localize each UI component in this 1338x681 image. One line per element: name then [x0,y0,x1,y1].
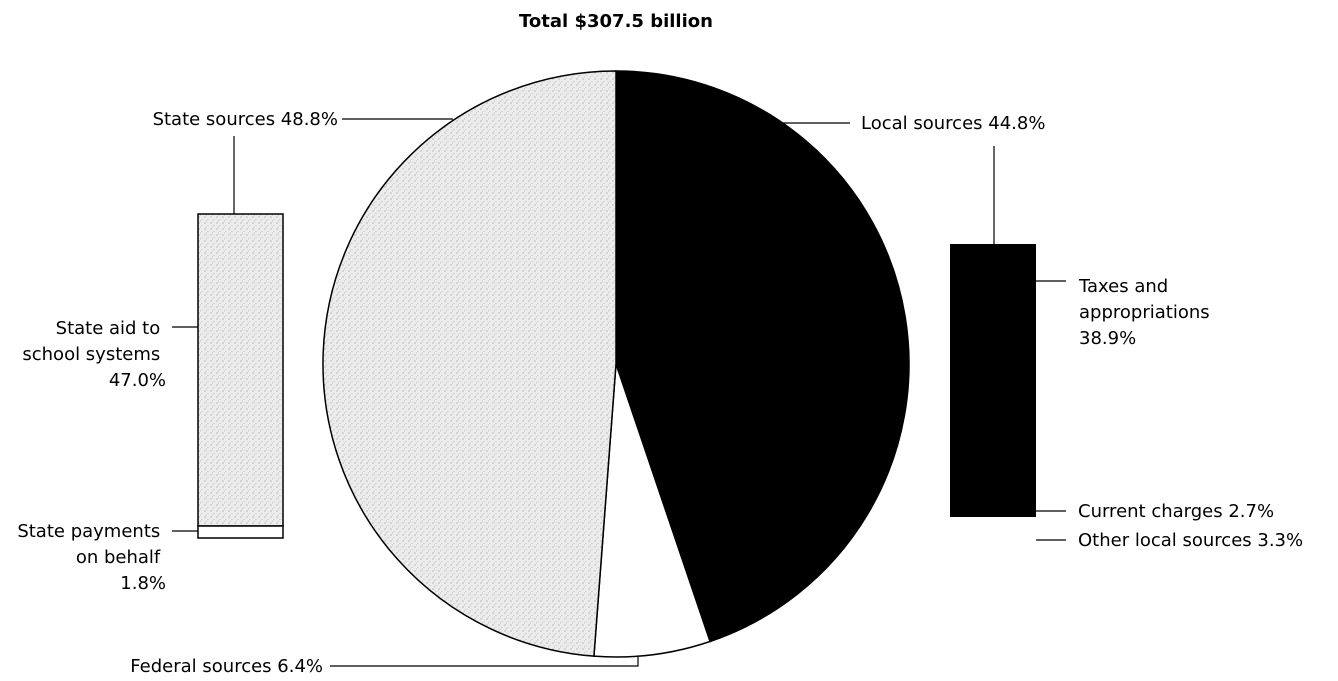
state-payments-label: State payments on behalf 1.8% [17,521,166,594]
state-aid-segment [197,213,284,527]
pie-slice-local-sources [615,70,910,643]
state-aid-label: State aid to school systems 47.0% [22,318,166,391]
local-breakdown-bar [950,244,1036,517]
leader-lines [172,118,1066,667]
state-sources-label: State sources 48.8% [153,109,338,130]
labels: State sources 48.8% Local sources 44.8% … [17,109,1303,677]
state-payments-segment [197,525,284,539]
state-payments-label-line: 1.8% [120,573,166,594]
state-aid-label-line: school systems [22,344,160,365]
other-local-label: Other local sources 3.3% [1078,530,1303,551]
taxes-label: Taxes and appropriations 38.9% [1078,276,1215,349]
taxes-label-line: appropriations [1079,302,1210,323]
local-sources-label: Local sources 44.8% [861,113,1045,134]
taxes-label-line: Taxes and [1078,276,1168,297]
chart-title: Total $307.5 billion [519,11,713,32]
current-charges-label: Current charges 2.7% [1078,501,1274,522]
state-payments-label-line: on behalf [76,547,161,568]
state-breakdown-bar [197,213,284,539]
taxes-label-line: 38.9% [1079,328,1136,349]
state-aid-label-line: State aid to [56,318,161,339]
federal-sources-leader [330,657,639,667]
federal-sources-label: Federal sources 6.4% [130,656,323,677]
pie-slice-state-sources [322,70,617,657]
state-payments-label-line: State payments [17,521,160,542]
state-aid-label-line: 47.0% [109,370,166,391]
pie-slices [322,70,910,658]
pie-slice-federal-sources [593,363,711,658]
current-charges-segment [950,495,1036,509]
other-local-segment [950,509,1036,517]
taxes-appropriations-segment [950,244,1036,495]
